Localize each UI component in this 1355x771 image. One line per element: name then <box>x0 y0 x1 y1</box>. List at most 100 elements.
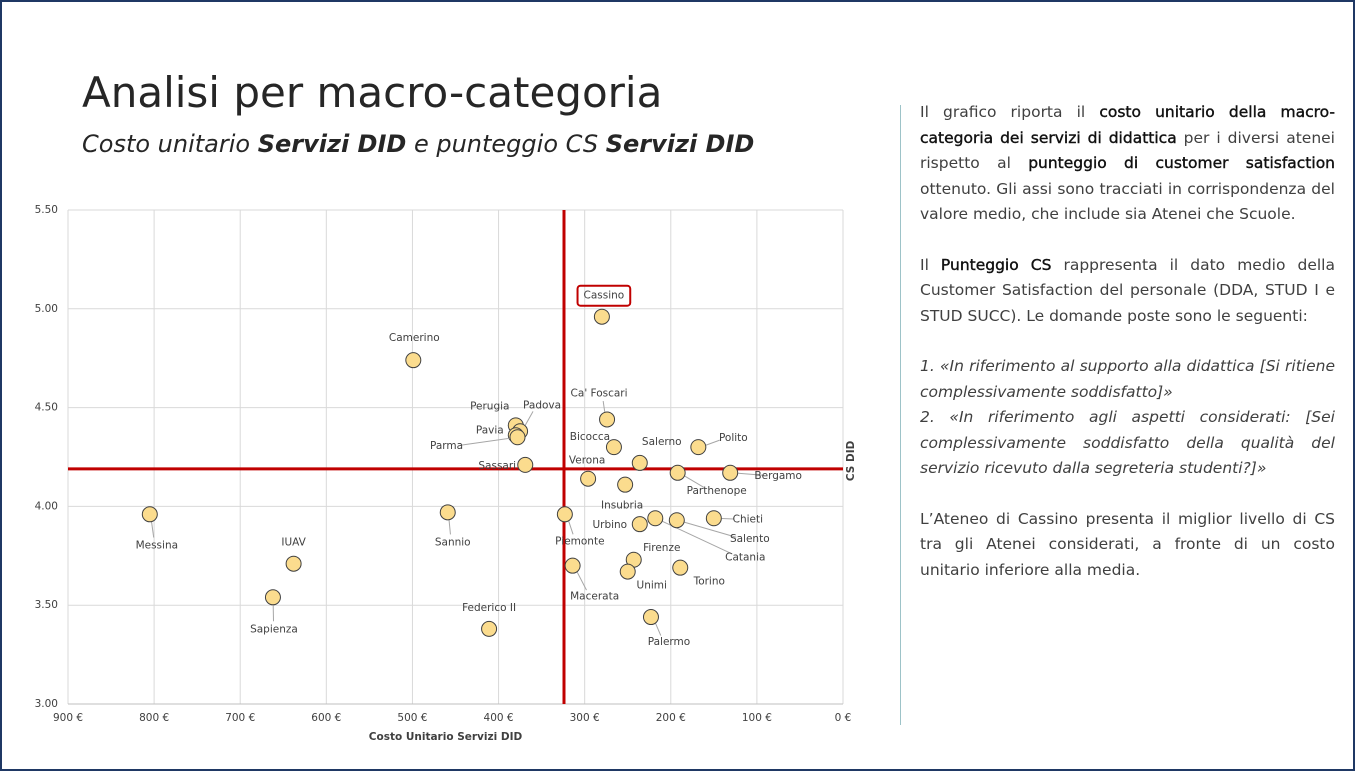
y-tick-label: 3.50 <box>35 599 58 611</box>
leader-line <box>705 439 720 446</box>
point-label: Torino <box>693 576 725 588</box>
y-tick-label: 5.50 <box>35 204 58 216</box>
point <box>705 510 722 527</box>
point-label: Federico II <box>462 602 516 614</box>
point <box>722 464 739 481</box>
text-run: 1. «In riferimento al supporto alla dida… <box>920 357 1335 401</box>
point-label: Parthenope <box>687 485 747 497</box>
point <box>593 308 610 325</box>
point <box>642 609 659 626</box>
point <box>481 620 498 637</box>
point-label: Pavia <box>476 424 504 436</box>
point <box>631 516 648 533</box>
leader-line <box>576 571 587 591</box>
y-tick-label: 4.50 <box>35 402 58 414</box>
point <box>509 429 526 446</box>
point-label: Chieti <box>733 513 763 525</box>
point-label: Sassari <box>478 460 516 472</box>
text-run: per i diversi atenei rispetto al <box>920 128 1335 173</box>
x-tick-label: 600 € <box>311 712 341 724</box>
point <box>672 559 689 576</box>
slide-subtitle: Costo unitario Servizi DID e punteggio C… <box>82 130 754 158</box>
point <box>619 563 636 580</box>
x-tick-label: 800 € <box>139 712 169 724</box>
text-panel: Il grafico riporta il costo unitario del… <box>920 100 1335 608</box>
y-tick-label: 3.00 <box>35 698 58 710</box>
point <box>556 506 573 523</box>
leader-line <box>684 521 737 538</box>
x-tick-label: 100 € <box>742 712 772 724</box>
leader-line <box>684 475 705 488</box>
leader-line <box>655 623 662 636</box>
point <box>580 470 597 487</box>
point-label: Ca' Foscari <box>571 387 628 399</box>
leader-line <box>721 517 734 520</box>
point <box>668 512 685 529</box>
slide-title: Analisi per macro-categoria <box>82 68 663 117</box>
point <box>141 506 158 523</box>
y-tick-label: 5.00 <box>35 303 58 315</box>
point-label: Bicocca <box>570 431 610 443</box>
point <box>285 555 302 572</box>
point-label: Polito <box>719 432 748 444</box>
leader-line <box>448 520 451 535</box>
point-label: IUAV <box>281 537 306 549</box>
point <box>517 456 534 473</box>
leader-line <box>524 411 534 426</box>
point-label: Parma <box>430 440 463 452</box>
point <box>669 464 686 481</box>
text-run: ottenuto. Gli assi sono tracciati in cor… <box>920 179 1335 224</box>
x-tick-label: 300 € <box>570 712 600 724</box>
subtitle-run: Servizi DID <box>257 130 407 158</box>
x-tick-label: 700 € <box>225 712 255 724</box>
point-label: Salento <box>730 533 770 545</box>
x-tick-label: 900 € <box>53 712 83 724</box>
point-label: Cassino <box>584 290 625 302</box>
point <box>405 352 422 369</box>
point-label: Perugia <box>470 400 509 412</box>
text-run: punteggio di customer satisfaction <box>1028 154 1335 172</box>
point-label: Padova <box>523 399 561 411</box>
point-label: Bergamo <box>754 470 802 482</box>
text-run: costo unitario della macro-categoria dei… <box>920 103 1335 147</box>
leader-line <box>460 437 510 446</box>
point-label: Palermo <box>648 636 690 648</box>
text-run: rappresenta il dato medio della Customer… <box>920 255 1335 325</box>
point-label: Sannio <box>435 536 471 548</box>
point <box>564 557 581 574</box>
point-label: Macerata <box>570 591 619 603</box>
leader-line <box>151 522 155 538</box>
point-label: Piemonte <box>555 535 604 547</box>
point-label: Urbino <box>592 519 627 531</box>
point <box>647 510 664 527</box>
text-run: Il grafico riporta il <box>920 103 1100 121</box>
point <box>617 476 634 493</box>
point-label: Camerino <box>389 332 440 344</box>
point-label: Catania <box>725 551 765 563</box>
point-label: Sapienza <box>250 623 298 635</box>
y-tick-label: 4.00 <box>35 500 58 512</box>
paragraph: Il grafico riporta il costo unitario del… <box>920 100 1335 228</box>
subtitle-run: Costo unitario <box>82 130 258 158</box>
x-tick-label: 200 € <box>656 712 686 724</box>
subtitle-run: Servizi DID <box>605 130 755 158</box>
paragraph: L’Ateneo di Cassino presenta il miglior … <box>920 507 1335 584</box>
point-label: Unimi <box>637 580 667 592</box>
text-run: L’Ateneo di Cassino presenta il miglior … <box>920 509 1335 579</box>
y-axis-title: CS DID <box>845 440 857 481</box>
leader-line <box>738 472 765 476</box>
point-label: Insubria <box>601 500 643 512</box>
text-run: Il <box>920 255 941 274</box>
paragraph: 2. «In riferimento agli aspetti consider… <box>920 405 1335 482</box>
point-label: Verona <box>569 455 605 467</box>
point <box>690 439 707 456</box>
point <box>264 589 281 606</box>
x-tick-label: 0 € <box>835 712 852 724</box>
point-label: Messina <box>136 539 178 551</box>
paragraph: Il Punteggio CS rappresenta il dato medi… <box>920 253 1335 330</box>
point-label: Firenze <box>643 542 680 554</box>
text-run: Punteggio CS <box>940 255 1052 274</box>
highlight-box <box>576 284 632 307</box>
